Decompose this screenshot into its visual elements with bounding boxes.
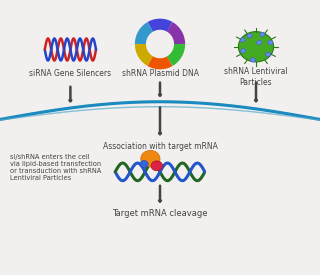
Text: shRNA Plasmid DNA: shRNA Plasmid DNA (122, 69, 198, 78)
Text: si/shRNA enters the cell
via lipid-based transfection
or transduction with shRNA: si/shRNA enters the cell via lipid-based… (10, 154, 101, 181)
Text: siRNA Gene Silencers: siRNA Gene Silencers (29, 69, 111, 78)
Circle shape (141, 150, 160, 167)
Text: Association with target mRNA: Association with target mRNA (103, 142, 217, 151)
Circle shape (238, 32, 274, 62)
Text: Target mRNA cleavage: Target mRNA cleavage (112, 209, 208, 218)
Text: shRNA Lentiviral
Particles: shRNA Lentiviral Particles (224, 67, 288, 87)
Circle shape (140, 161, 148, 168)
Circle shape (151, 161, 163, 171)
Circle shape (266, 52, 271, 57)
Circle shape (250, 58, 255, 62)
Circle shape (240, 38, 245, 42)
Circle shape (260, 32, 265, 37)
Circle shape (268, 40, 273, 45)
Circle shape (247, 34, 252, 38)
Circle shape (257, 40, 262, 45)
Circle shape (241, 49, 246, 53)
